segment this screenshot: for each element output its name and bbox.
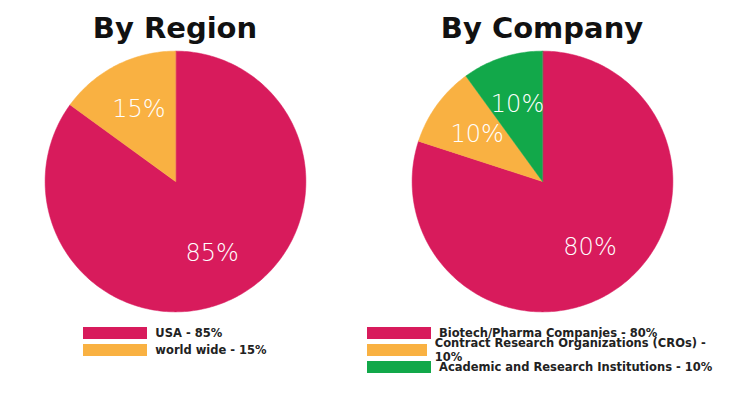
svg-text:10%: 10% — [491, 90, 544, 118]
html-text:By Company: By Company — [440, 11, 644, 45]
html-text:By Region: By Region — [92, 11, 258, 45]
svg-text:80%: 80% — [563, 233, 616, 261]
svg-text:85%: 85% — [186, 239, 239, 267]
html-text:USA - 85%: USA - 85% — [155, 325, 223, 340]
svg-text:10%: 10% — [450, 120, 503, 148]
html-text:Academic and Research Institut: Academic and Research Institutions - 10% — [439, 359, 713, 374]
svg-text:15%: 15% — [112, 95, 165, 123]
html-text:Contract Research Organization: Contract Research Organizations (CROs) -… — [434, 335, 706, 364]
html-text:world wide - 15%: world wide - 15% — [155, 342, 267, 357]
html-text:Biotech/Pharma Companies - 80%: Biotech/Pharma Companies - 80% — [439, 325, 658, 340]
